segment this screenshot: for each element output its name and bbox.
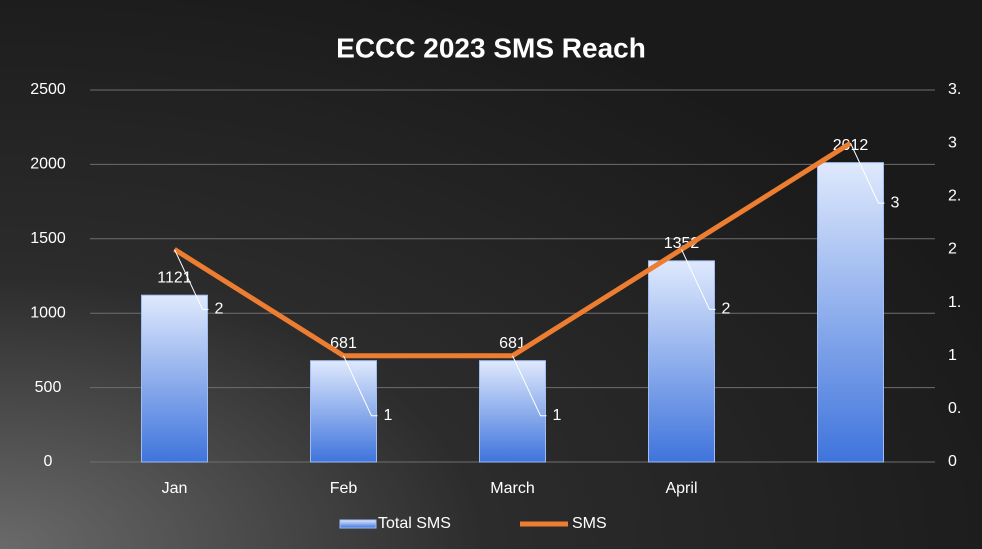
bar-value-label: 681	[330, 335, 357, 352]
line-value-label: 2	[215, 301, 224, 318]
x-tick-label: Feb	[330, 480, 358, 497]
y2-tick-label: 1.	[948, 294, 961, 311]
y2-tick-label: 3	[948, 134, 957, 151]
line-value-label: 1	[384, 407, 393, 424]
legend-label: Total SMS	[378, 515, 451, 532]
y2-tick-label: 2	[948, 241, 957, 258]
bar	[817, 162, 884, 463]
y2-tick-label: 0	[948, 453, 957, 470]
legend-swatch	[339, 519, 377, 529]
bar	[479, 360, 546, 463]
chart-title: ECCC 2023 SMS Reach	[336, 32, 646, 63]
bar	[141, 294, 208, 463]
bar-value-label: 1121	[157, 269, 192, 286]
line-value-label: 2	[722, 301, 731, 318]
y-tick-label: 0	[44, 453, 53, 470]
leader-line	[850, 142, 885, 204]
x-tick-label: April	[665, 480, 697, 497]
bar	[310, 360, 377, 463]
x-tick-label: Jan	[162, 480, 188, 497]
y-tick-label: 2500	[30, 81, 66, 98]
bar-value-label: 681	[499, 335, 526, 352]
y2-tick-label: 2.	[948, 188, 961, 205]
y-tick-label: 1000	[30, 304, 66, 321]
y2-tick-label: 3.	[948, 81, 961, 98]
leader-line	[343, 355, 378, 417]
bar-value-label: 1352	[664, 235, 700, 252]
line-value-label: 1	[553, 407, 562, 424]
legend-label: SMS	[572, 515, 607, 532]
leader-line	[174, 249, 209, 310]
bar	[648, 260, 715, 463]
leader-line	[512, 355, 547, 417]
x-tick-label: March	[490, 480, 534, 497]
y2-tick-label: 0.	[948, 400, 961, 417]
y2-tick-label: 1	[948, 347, 957, 364]
leader-line	[681, 249, 716, 310]
y-tick-label: 2000	[30, 156, 66, 173]
y-tick-label: 1500	[30, 230, 66, 247]
line-value-label: 3	[891, 194, 900, 211]
y-tick-label: 500	[35, 379, 62, 396]
